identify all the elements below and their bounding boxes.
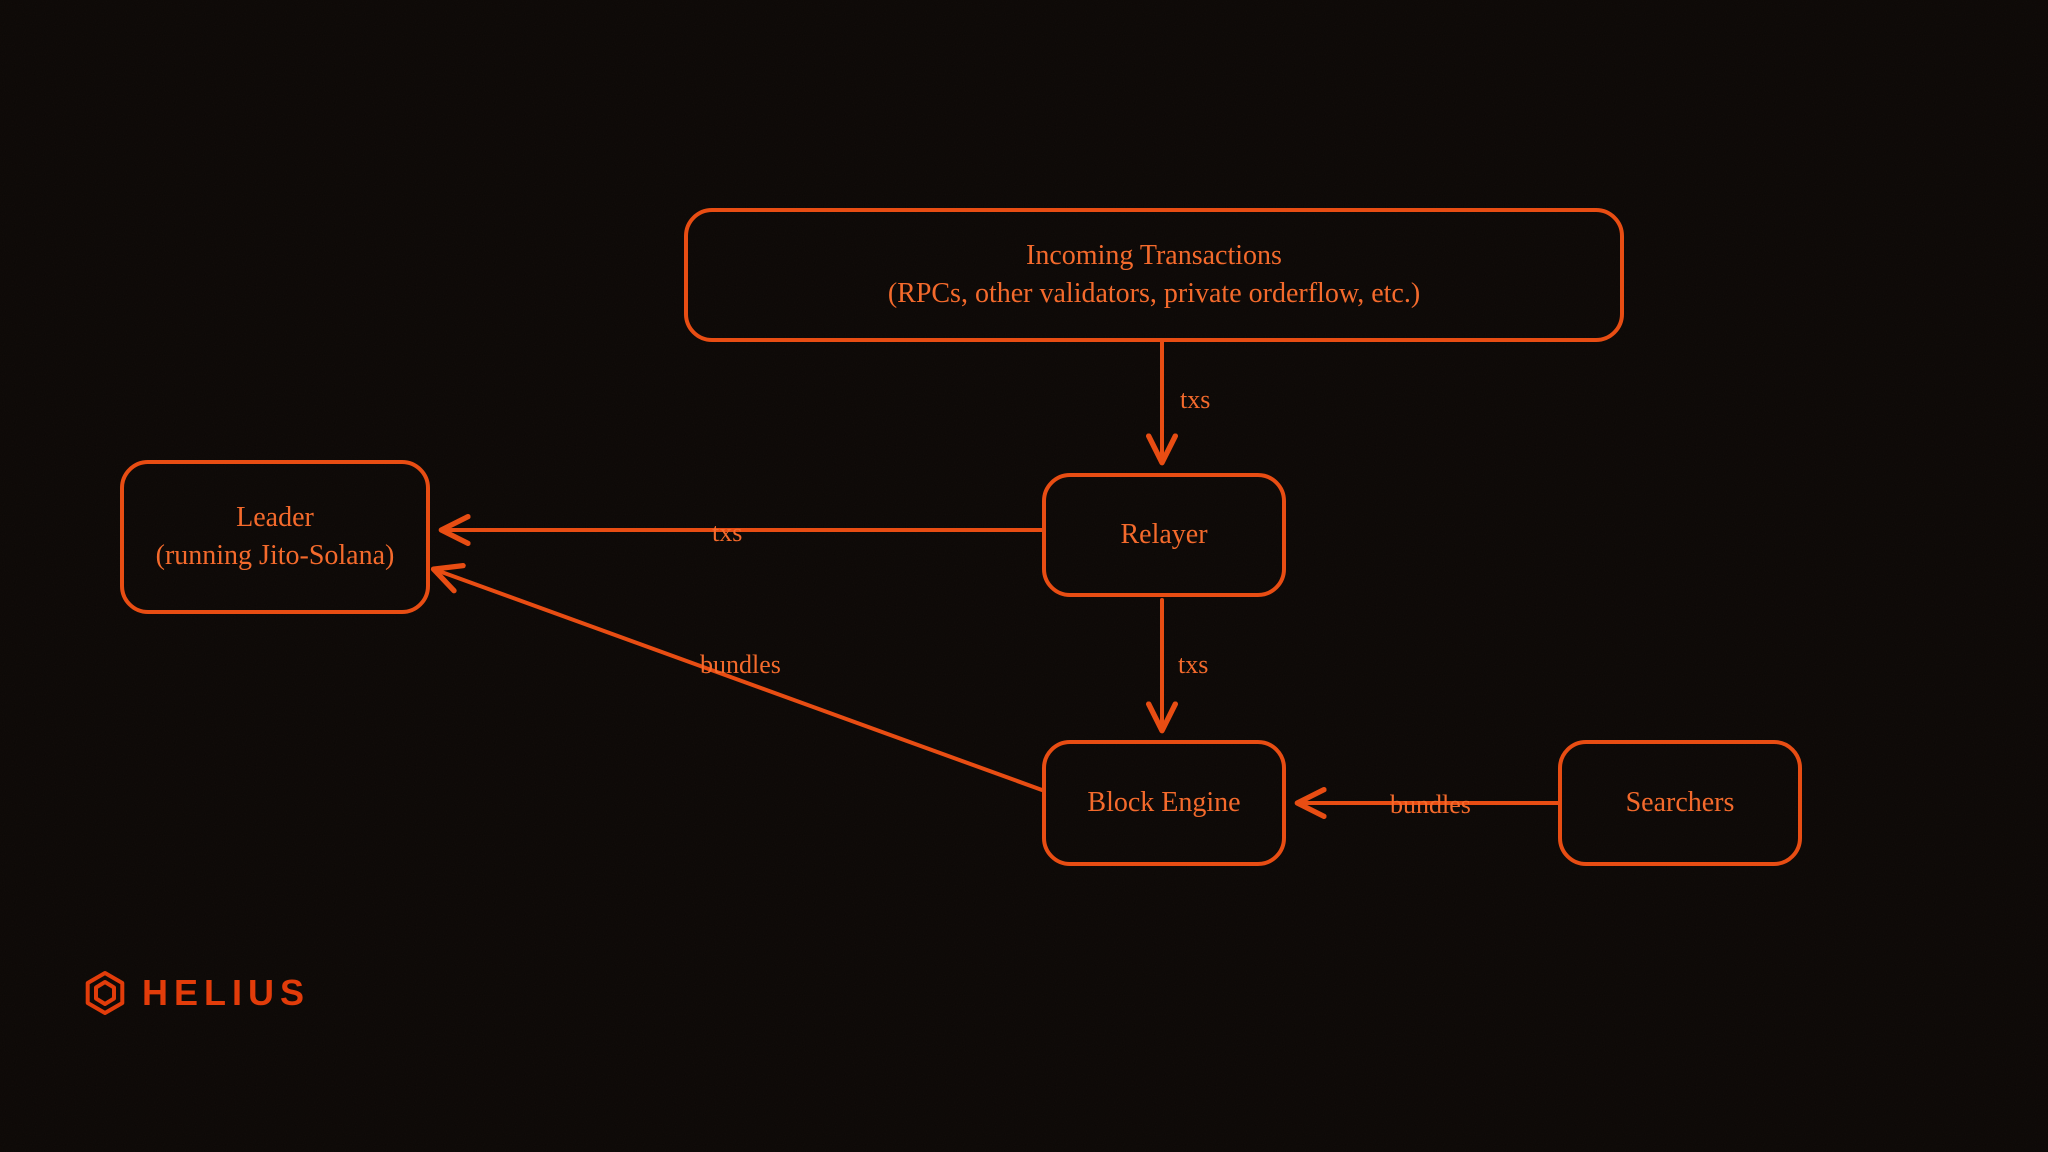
node-incoming-line2: (RPCs, other validators, private orderfl…: [888, 275, 1420, 313]
helius-logo-hex-inner: [96, 982, 114, 1004]
node-leader-line1: Leader: [236, 499, 314, 537]
node-relayer-label: Relayer: [1120, 516, 1207, 554]
node-searchers: Searchers: [1558, 740, 1802, 866]
node-incoming-transactions: Incoming Transactions (RPCs, other valid…: [684, 208, 1624, 342]
edge-blockengine-to-leader: [436, 570, 1042, 790]
helius-logo-text: HELIUS: [142, 972, 310, 1014]
node-leader-line2: (running Jito-Solana): [156, 537, 395, 575]
edge-label-relayer-to-blockengine: txs: [1178, 650, 1208, 680]
node-block-engine-label: Block Engine: [1087, 784, 1240, 822]
helius-logo: HELIUS: [82, 970, 310, 1016]
edge-label-relayer-to-leader: txs: [712, 518, 742, 548]
node-block-engine: Block Engine: [1042, 740, 1286, 866]
helius-logo-hex-outer: [88, 973, 123, 1013]
edge-label-searchers-to-blockengine: bundles: [1390, 790, 1471, 820]
node-searchers-label: Searchers: [1626, 784, 1735, 822]
edge-label-incoming-to-relayer: txs: [1180, 385, 1210, 415]
node-incoming-line1: Incoming Transactions: [1026, 237, 1282, 275]
node-relayer: Relayer: [1042, 473, 1286, 597]
node-leader: Leader (running Jito-Solana): [120, 460, 430, 614]
edge-label-blockengine-to-leader: bundles: [700, 650, 781, 680]
helius-logo-icon: [82, 970, 128, 1016]
